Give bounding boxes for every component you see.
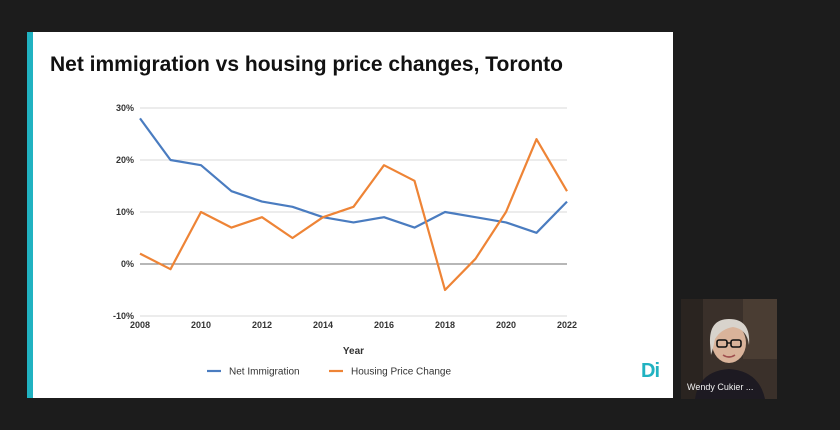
line-chart: 30%20%10%0%-10%2008 2010 2012 2014 2016 2018 2… [27, 32, 673, 398]
x-tick-label: 2010 [191, 320, 211, 330]
x-tick-label: 2016 [374, 320, 394, 330]
x-tick-label: 2008 [130, 320, 150, 330]
x-tick-label: 2018 [435, 320, 455, 330]
y-tick-label: 10% [116, 207, 134, 217]
presentation-slide: Net immigration vs housing price changes… [27, 32, 673, 398]
y-tick-label: 30% [116, 103, 134, 113]
participant-video-tile[interactable]: Wendy Cukier ... [681, 299, 777, 399]
x-tick-label: 2020 [496, 320, 516, 330]
y-tick-label: 20% [116, 155, 134, 165]
series-line-housing-price-change [140, 139, 567, 290]
x-tick-label: 2012 [252, 320, 272, 330]
x-axis-label: Year [343, 346, 364, 357]
x-tick-label: 2022 [557, 320, 577, 330]
di-logo: Di [641, 360, 659, 383]
x-tick-label: 2014 [313, 320, 333, 330]
y-tick-label: 0% [121, 259, 134, 269]
legend-label: Housing Price Change [351, 367, 451, 378]
participant-name: Wendy Cukier ... [687, 382, 753, 392]
legend-label: Net Immigration [229, 367, 300, 378]
